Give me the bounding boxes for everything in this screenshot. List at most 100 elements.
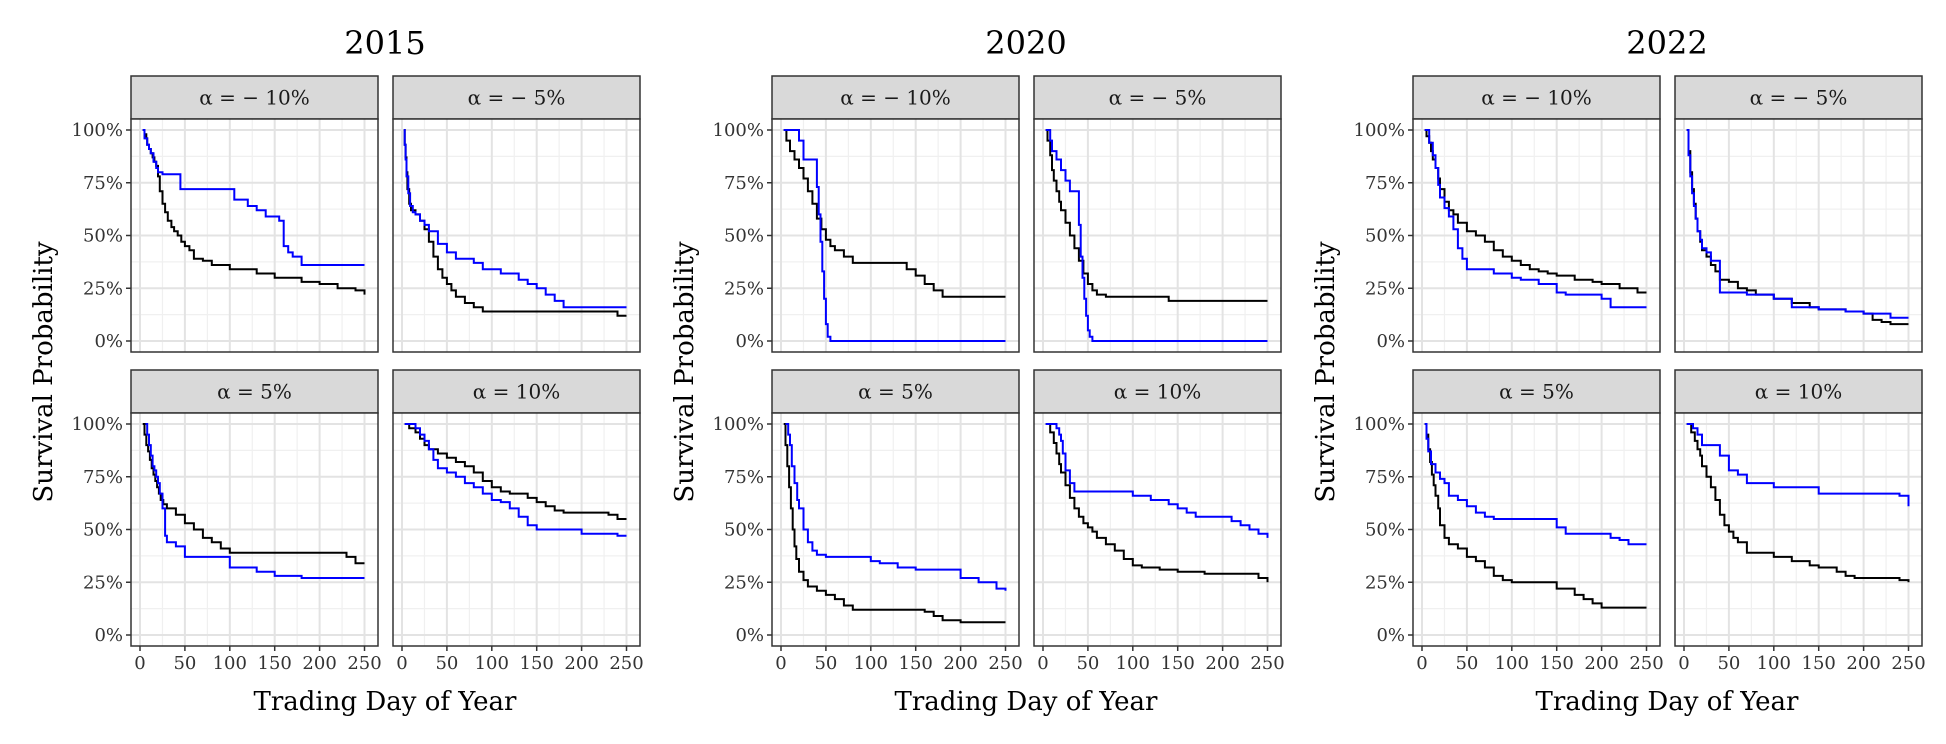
facet-label: α = − 10% <box>840 86 951 110</box>
x-axis-title: Trading Day of Year <box>895 687 1159 717</box>
x-tick-label: 50 <box>1076 653 1099 674</box>
y-tick-label: 100% <box>1354 414 1405 435</box>
facet-panel: α = − 10% 0% 25% 50% 75% 100% <box>1354 75 1661 353</box>
facet-label: α = 10% <box>1755 380 1842 404</box>
series-line <box>142 129 365 266</box>
y-tick-label: 0% <box>735 625 764 646</box>
series-line <box>1424 423 1647 609</box>
facet-strip <box>1033 369 1282 414</box>
chart-title: 2015 <box>344 24 425 62</box>
x-tick-label: 0 <box>396 653 407 674</box>
x-tick-label: 200 <box>1205 653 1239 674</box>
y-tick-label: 50% <box>83 226 123 247</box>
y-tick-label: 75% <box>724 467 764 488</box>
y-tick-label: 0% <box>94 331 123 352</box>
facet-label: α = − 10% <box>199 86 310 110</box>
facet-strip <box>1674 75 1923 120</box>
y-tick-label: 50% <box>724 520 764 541</box>
x-tick-label: 100 <box>1757 653 1791 674</box>
facet-strip <box>1412 369 1661 414</box>
facet-strip <box>392 369 641 414</box>
facet-strip <box>771 369 1020 414</box>
x-tick-label: 250 <box>1891 653 1925 674</box>
series-line <box>1045 129 1268 342</box>
year-group: 2015 Survival Probability Trading Day of Y… <box>29 24 644 717</box>
x-tick-label: 0 <box>775 653 786 674</box>
x-tick-label: 50 <box>814 653 837 674</box>
x-tick-label: 150 <box>1161 653 1195 674</box>
y-tick-label: 100% <box>1354 120 1405 141</box>
y-tick-label: 75% <box>83 173 123 194</box>
x-tick-label: 250 <box>988 653 1022 674</box>
facet-panel: α = 5% 0% 25% 50% 75% 100% 0 50 100 150 200 250 <box>713 369 1023 674</box>
series-line <box>1045 423 1269 538</box>
y-tick-label: 50% <box>1365 226 1405 247</box>
facet-strip <box>130 75 379 120</box>
x-tick-label: 150 <box>258 653 292 674</box>
x-tick-label: 100 <box>854 653 888 674</box>
series-line <box>1045 129 1268 302</box>
x-axis-title: Trading Day of Year <box>1536 687 1800 717</box>
y-tick-label: 100% <box>72 414 123 435</box>
x-tick-label: 100 <box>213 653 247 674</box>
series-line <box>783 423 1006 624</box>
facet-strip <box>1674 369 1923 414</box>
facet-label: α = 10% <box>1114 380 1201 404</box>
panel-border <box>392 118 641 353</box>
x-tick-label: 250 <box>1629 653 1663 674</box>
y-tick-label: 25% <box>83 278 123 299</box>
facet-label: α = 5% <box>217 380 292 404</box>
series-line <box>403 129 627 309</box>
facet-panel: α = 10% 0 50 100 150 200 250 <box>1674 369 1926 674</box>
facet-panel: α = − 5% <box>1674 75 1923 353</box>
series-line <box>785 423 1007 591</box>
series-line <box>1686 423 1910 507</box>
x-tick-label: 250 <box>1250 653 1284 674</box>
series-line <box>1424 129 1647 309</box>
x-tick-label: 0 <box>1416 653 1427 674</box>
facet-strip <box>392 75 641 120</box>
y-tick-label: 0% <box>1376 625 1405 646</box>
x-tick-label: 150 <box>1540 653 1574 674</box>
y-tick-label: 0% <box>94 625 123 646</box>
facet-panel: α = − 10% 0% 25% 50% 75% 100% <box>72 75 379 353</box>
series-line <box>783 129 1006 342</box>
facet-panel: α = 5% 0% 25% 50% 75% 100% 0 50 100 150 200 250 <box>1354 369 1664 674</box>
x-tick-label: 200 <box>1584 653 1618 674</box>
x-tick-label: 50 <box>435 653 458 674</box>
facet-strip <box>1412 75 1661 120</box>
series-line <box>1045 423 1269 583</box>
facet-panel: α = 10% 0 50 100 150 200 250 <box>392 369 644 674</box>
y-tick-label: 100% <box>713 414 764 435</box>
x-tick-label: 100 <box>475 653 509 674</box>
x-tick-label: 100 <box>1495 653 1529 674</box>
facet-label: α = − 10% <box>1481 86 1592 110</box>
year-group: 2020 Survival Probability Trading Day of Y… <box>670 24 1285 717</box>
facet-panel: α = − 10% 0% 25% 50% 75% 100% <box>713 75 1020 353</box>
y-tick-label: 25% <box>724 572 764 593</box>
facet-label: α = − 5% <box>1109 86 1207 110</box>
x-tick-label: 0 <box>1037 653 1048 674</box>
facet-label: α = 5% <box>858 380 933 404</box>
y-axis-title: Survival Probability <box>1311 241 1341 503</box>
x-tick-label: 150 <box>520 653 554 674</box>
facet-label: α = − 5% <box>468 86 566 110</box>
x-tick-label: 0 <box>134 653 145 674</box>
series-line <box>145 423 365 579</box>
y-tick-label: 100% <box>72 120 123 141</box>
series-line <box>783 129 1006 298</box>
y-axis-title: Survival Probability <box>670 241 700 503</box>
x-tick-label: 150 <box>1802 653 1836 674</box>
facet-strip <box>130 369 379 414</box>
x-tick-label: 50 <box>173 653 196 674</box>
facet-panel: α = − 5% <box>392 75 641 353</box>
facet-strip <box>1033 75 1282 120</box>
chart-title: 2022 <box>1626 24 1707 62</box>
x-tick-label: 200 <box>1846 653 1880 674</box>
facet-strip <box>771 75 1020 120</box>
x-tick-label: 200 <box>943 653 977 674</box>
x-tick-label: 50 <box>1455 653 1478 674</box>
panel-border <box>392 412 641 647</box>
x-tick-label: 0 <box>1678 653 1689 674</box>
